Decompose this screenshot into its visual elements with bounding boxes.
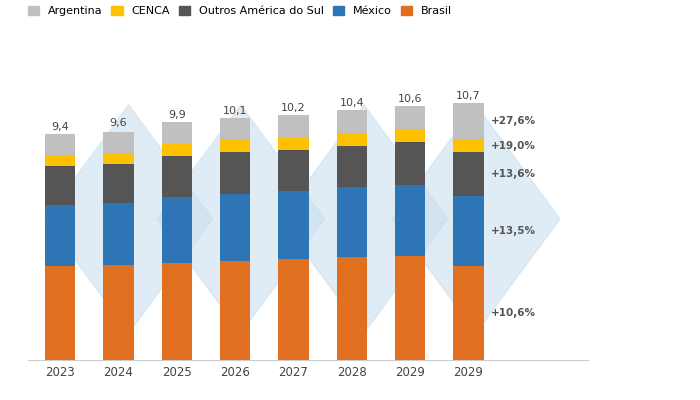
Text: 10,4: 10,4: [340, 98, 364, 108]
Bar: [395, 129, 425, 142]
Polygon shape: [157, 105, 325, 333]
Bar: [395, 256, 425, 360]
Bar: [454, 139, 484, 152]
Bar: [220, 152, 251, 194]
Bar: [104, 132, 134, 153]
Bar: [279, 259, 309, 360]
Polygon shape: [280, 105, 448, 333]
Bar: [104, 153, 134, 164]
Bar: [162, 197, 192, 263]
Text: +27,6%: +27,6%: [491, 116, 536, 126]
Text: 9,4: 9,4: [51, 122, 69, 132]
Bar: [279, 138, 309, 150]
Text: +13,5%: +13,5%: [491, 226, 536, 236]
Bar: [395, 106, 425, 129]
Bar: [279, 191, 309, 259]
Bar: [162, 263, 192, 360]
Bar: [104, 164, 134, 203]
Bar: [104, 203, 134, 265]
Text: +19,0%: +19,0%: [491, 140, 536, 150]
Bar: [337, 257, 367, 360]
Bar: [162, 122, 192, 144]
Polygon shape: [392, 105, 560, 333]
Bar: [395, 142, 425, 185]
Bar: [454, 152, 484, 196]
Bar: [337, 110, 367, 133]
Bar: [220, 261, 251, 360]
Bar: [454, 103, 484, 139]
Text: 9,6: 9,6: [110, 118, 127, 128]
Bar: [220, 194, 251, 261]
Text: 9,9: 9,9: [168, 110, 186, 120]
Polygon shape: [45, 105, 213, 333]
Bar: [279, 150, 309, 191]
Text: 10,6: 10,6: [398, 94, 422, 104]
Text: +10,6%: +10,6%: [491, 308, 536, 318]
Bar: [337, 187, 367, 257]
Legend: Argentina, CENCA, Outros América do Sul, México, Brasil: Argentina, CENCA, Outros América do Sul,…: [28, 6, 452, 16]
Bar: [45, 166, 76, 205]
Text: 10,1: 10,1: [223, 106, 247, 116]
Bar: [45, 266, 76, 360]
Text: 10,7: 10,7: [456, 91, 481, 101]
Bar: [45, 156, 76, 166]
Bar: [337, 133, 367, 146]
Bar: [395, 185, 425, 256]
Bar: [104, 265, 134, 360]
Bar: [162, 156, 192, 197]
Text: +13,6%: +13,6%: [491, 169, 536, 179]
Bar: [279, 115, 309, 138]
Bar: [337, 146, 367, 187]
Bar: [454, 266, 484, 360]
Bar: [220, 118, 251, 140]
Bar: [220, 140, 251, 152]
Bar: [45, 134, 76, 156]
Text: 10,2: 10,2: [281, 103, 306, 113]
Bar: [454, 196, 484, 266]
Bar: [45, 205, 76, 266]
Bar: [162, 144, 192, 156]
